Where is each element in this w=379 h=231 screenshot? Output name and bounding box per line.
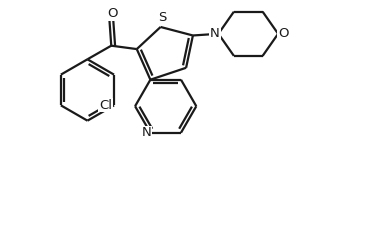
Text: S: S	[158, 11, 166, 24]
Text: N: N	[210, 27, 220, 40]
Text: O: O	[107, 7, 117, 20]
Text: N: N	[141, 126, 151, 139]
Text: O: O	[278, 27, 288, 40]
Text: Cl: Cl	[99, 99, 112, 112]
